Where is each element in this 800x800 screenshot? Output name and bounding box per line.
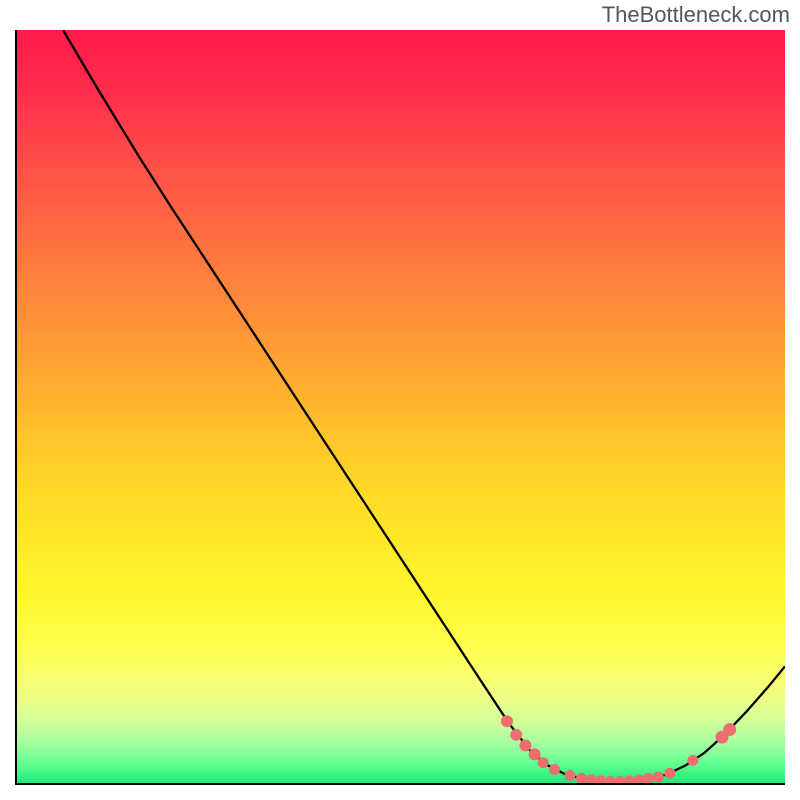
data-marker xyxy=(519,739,531,751)
bottleneck-curve xyxy=(63,30,785,781)
data-marker xyxy=(510,729,522,741)
data-marker xyxy=(538,757,549,768)
chart-container: TheBottleneck.com xyxy=(0,0,800,800)
data-marker xyxy=(664,768,675,779)
plot-area xyxy=(15,30,785,785)
data-marker xyxy=(624,775,635,783)
data-marker xyxy=(723,723,736,736)
data-marker xyxy=(576,773,587,783)
data-marker xyxy=(549,764,560,775)
data-marker xyxy=(529,748,541,760)
data-marker xyxy=(643,773,654,783)
data-marker xyxy=(687,755,698,766)
data-marker xyxy=(604,776,615,783)
data-marker xyxy=(653,771,664,782)
curve-layer xyxy=(17,30,785,783)
data-marker xyxy=(614,776,625,783)
data-markers xyxy=(501,715,736,783)
attribution-text: TheBottleneck.com xyxy=(602,2,790,28)
data-marker xyxy=(501,715,513,727)
data-marker xyxy=(564,770,575,781)
